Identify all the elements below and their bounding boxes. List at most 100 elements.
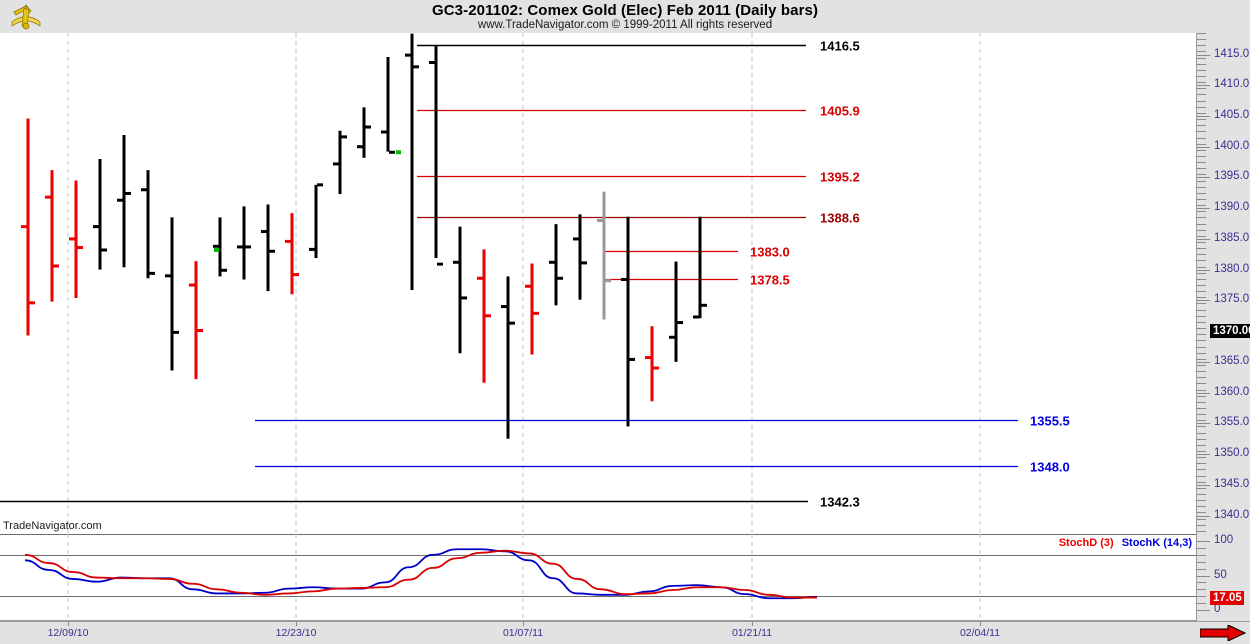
ohlc-bar[interactable] xyxy=(237,206,251,280)
ohlc-bar[interactable] xyxy=(405,33,419,290)
ohlc-bar[interactable] xyxy=(501,276,515,439)
price-axis-tick xyxy=(1197,131,1206,132)
chart-plot-area[interactable]: 1416.5 1405.9 1395.2 1388.6 1383.0 1378.5 1355… xyxy=(0,33,1196,621)
price-axis-label: 1375.0 xyxy=(1214,293,1250,305)
price-axis-tick xyxy=(1197,211,1206,212)
price-axis-tick xyxy=(1197,494,1206,495)
date-axis-label: 12/23/10 xyxy=(275,627,317,639)
price-level-label: 1355.5 xyxy=(1030,414,1070,429)
ohlc-bar[interactable] xyxy=(333,130,347,195)
price-axis-tick xyxy=(1197,125,1206,126)
price-axis-tick xyxy=(1197,285,1206,286)
ohlc-bar[interactable] xyxy=(381,56,395,154)
ohlc-bar[interactable] xyxy=(549,224,563,306)
price-axis-label: 1360.0 xyxy=(1214,386,1250,398)
price-axis-tick xyxy=(1197,463,1206,464)
ohlc-bar[interactable] xyxy=(69,180,83,298)
indicator-axis-tick xyxy=(1197,555,1206,556)
price-axis-tick xyxy=(1197,88,1206,89)
price-axis-tick xyxy=(1197,273,1206,274)
price-axis-tick xyxy=(1197,193,1206,194)
price-axis-tick xyxy=(1197,76,1206,77)
price-level-label: 1348.0 xyxy=(1030,460,1070,475)
ohlc-bar[interactable] xyxy=(165,217,179,371)
price-axis-label: 1385.0 xyxy=(1214,232,1250,244)
ohlc-bar[interactable] xyxy=(597,191,611,320)
ohlc-bar[interactable] xyxy=(573,214,587,300)
bar-marker-icon xyxy=(214,247,219,252)
ohlc-bar[interactable] xyxy=(21,118,35,336)
current-price-readout[interactable]: 1370.00 xyxy=(1210,324,1250,338)
price-axis-tick xyxy=(1197,58,1206,59)
indicator-axis-tick xyxy=(1197,603,1206,604)
price-axis-major-tick xyxy=(1197,239,1210,240)
stoch-k-legend-label: StochK (14,3) xyxy=(1121,537,1192,549)
price-bars-canvas[interactable]: 1416.5 1405.9 1395.2 1388.6 1383.0 1378.5 1355… xyxy=(0,33,1196,534)
price-axis-tick xyxy=(1197,469,1206,470)
ohlc-bar[interactable] xyxy=(525,263,539,355)
price-axis[interactable]: 1415.0 1410.0 1405.0 1400.0 1395.0 1390.0 1385… xyxy=(1196,33,1250,621)
price-axis-tick xyxy=(1197,113,1206,114)
date-axis[interactable]: 12/09/10 12/23/10 01/07/11 01/21/11 02/04/11 xyxy=(0,621,1250,644)
price-axis-label: 1380.0 xyxy=(1214,263,1250,275)
ohlc-bar[interactable] xyxy=(477,249,491,383)
ohlc-bar[interactable] xyxy=(621,216,635,427)
price-level-label: 1388.6 xyxy=(820,211,860,226)
ohlc-bar[interactable] xyxy=(93,159,107,270)
price-axis-tick xyxy=(1197,187,1206,188)
date-axis-tick xyxy=(296,622,297,626)
current-indicator-readout[interactable]: 17.05 xyxy=(1210,591,1244,605)
price-axis-major-tick xyxy=(1197,393,1210,394)
stochastic-pane[interactable]: StochD (3) StochK (14,3) xyxy=(0,534,1196,621)
ohlc-bar[interactable] xyxy=(669,261,683,362)
price-axis-tick xyxy=(1197,377,1206,378)
price-axis-major-tick xyxy=(1197,362,1210,363)
price-axis-tick xyxy=(1197,340,1206,341)
price-axis-major-tick xyxy=(1197,454,1210,455)
watermark-label: TradeNavigator.com xyxy=(3,520,102,532)
price-axis-label: 1355.0 xyxy=(1214,416,1250,428)
ohlc-bar[interactable] xyxy=(141,170,155,279)
price-axis-tick xyxy=(1197,512,1206,513)
price-axis-tick xyxy=(1197,82,1206,83)
price-axis-label: 1395.0 xyxy=(1214,170,1250,182)
ohlc-bar[interactable] xyxy=(693,216,707,319)
scroll-right-arrow-icon[interactable] xyxy=(1200,625,1246,641)
price-axis-major-tick xyxy=(1197,516,1210,517)
price-axis-label: 1390.0 xyxy=(1214,201,1250,213)
ohlc-bar[interactable] xyxy=(117,135,131,268)
ohlc-bar[interactable] xyxy=(453,226,467,354)
price-axis-label: 1405.0 xyxy=(1214,109,1250,121)
ohlc-bar[interactable] xyxy=(261,204,275,292)
ohlc-bar[interactable] xyxy=(645,326,659,402)
price-axis-major-tick xyxy=(1197,270,1210,271)
stochastic-legend: StochD (3) StochK (14,3) xyxy=(1059,537,1192,549)
price-level-label: 1342.3 xyxy=(820,495,860,510)
ohlc-bar[interactable] xyxy=(357,107,371,158)
price-axis-tick xyxy=(1197,144,1206,145)
price-axis-major-tick xyxy=(1197,300,1210,301)
ohlc-bar[interactable] xyxy=(213,217,227,277)
price-axis-tick xyxy=(1197,390,1206,391)
ohlc-bar[interactable] xyxy=(189,261,203,380)
ohlc-bar[interactable] xyxy=(429,45,443,266)
ohlc-bar[interactable] xyxy=(45,170,59,302)
price-axis-tick xyxy=(1197,347,1206,348)
price-axis-tick xyxy=(1197,408,1206,409)
price-axis-tick xyxy=(1197,433,1206,434)
price-axis-tick xyxy=(1197,267,1206,268)
ohlc-bar[interactable] xyxy=(309,183,323,258)
price-axis-tick xyxy=(1197,254,1206,255)
ohlc-bar[interactable] xyxy=(285,213,299,295)
price-axis-tick xyxy=(1197,451,1206,452)
price-axis-tick xyxy=(1197,439,1206,440)
chart-header: GC3-201102: Comex Gold (Elec) Feb 2011 (… xyxy=(0,0,1250,34)
stochastic-canvas[interactable] xyxy=(0,534,1196,621)
price-axis-tick xyxy=(1197,230,1206,231)
bar-marker-icon xyxy=(396,150,401,155)
price-axis-major-tick xyxy=(1197,55,1210,56)
price-axis-tick xyxy=(1197,506,1206,507)
indicator-axis-tick xyxy=(1197,548,1206,549)
price-axis-tick xyxy=(1197,334,1206,335)
price-pane[interactable]: 1416.5 1405.9 1395.2 1388.6 1383.0 1378.5 1355… xyxy=(0,33,1196,534)
